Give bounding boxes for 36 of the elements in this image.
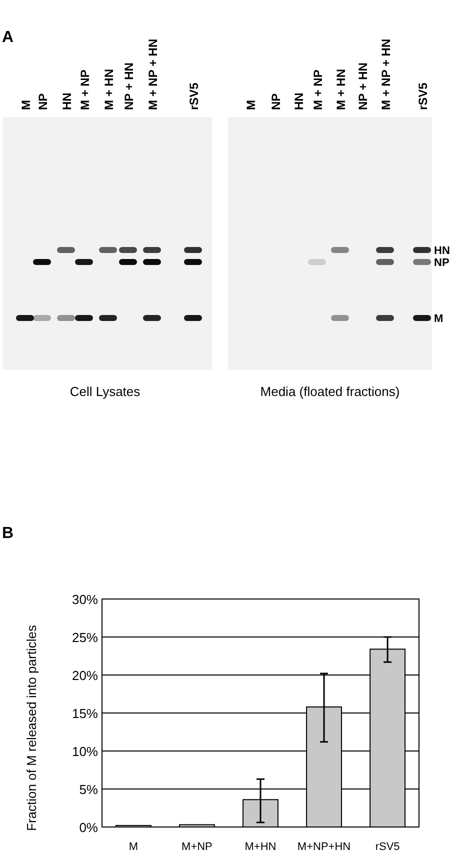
text: M + HN — [334, 68, 348, 110]
text: M — [19, 100, 33, 110]
text: A — [2, 29, 14, 46]
y-tick-label: 30% — [72, 592, 98, 607]
y-tick-label: 10% — [72, 744, 98, 759]
text: HN — [434, 245, 450, 257]
text: M + NP — [311, 70, 325, 110]
x-tick-label: rSV5 — [375, 841, 400, 853]
y-tick-label: 0% — [79, 820, 98, 835]
text: M + NP — [78, 70, 92, 110]
text: M + NP + HN — [379, 38, 393, 110]
y-tick-label: 5% — [79, 782, 98, 797]
text: NP + HN — [122, 62, 136, 110]
x-tick-label: M+HN — [244, 841, 276, 853]
x-tick-label: M — [128, 841, 138, 853]
x-tick-label: M+NP+HN — [297, 841, 351, 853]
text: M — [434, 313, 444, 325]
text: M + NP + HN — [146, 38, 160, 110]
text: rSV5 — [416, 82, 430, 110]
text: M — [244, 100, 258, 110]
text: NP — [269, 93, 283, 110]
y-axis-title: Fraction of M released into particles — [24, 624, 39, 831]
text: Media (floated fractions) — [260, 384, 400, 399]
text: NP — [36, 93, 50, 110]
text: NP — [434, 257, 450, 269]
chart-title: B — [2, 525, 14, 542]
text: HN — [60, 92, 74, 110]
text: HN — [292, 92, 306, 110]
y-tick-label: 15% — [72, 706, 98, 721]
text: M + HN — [102, 68, 116, 110]
text: Cell Lysates — [70, 384, 141, 399]
x-tick-label: M+NP — [182, 841, 212, 853]
text: rSV5 — [187, 82, 201, 110]
y-tick-label: 25% — [72, 630, 98, 645]
y-tick-label: 20% — [72, 668, 98, 683]
text: NP + HN — [356, 62, 370, 110]
